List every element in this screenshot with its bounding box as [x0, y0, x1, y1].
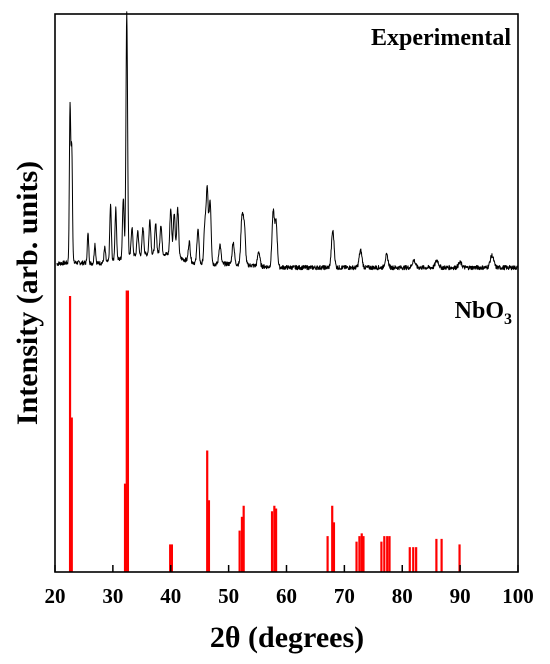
reference-label-subscript: 3	[504, 311, 512, 328]
experimental-label: Experimental	[371, 25, 511, 51]
x-tick-label: 90	[450, 584, 471, 608]
x-tick-label: 20	[45, 584, 66, 608]
reference-sticks	[68, 290, 461, 572]
x-tick-label: 50	[218, 584, 239, 608]
x-tick-label: 70	[334, 584, 355, 608]
x-tick-label: 80	[392, 584, 413, 608]
x-axis-ticks: 20 30 40 50 60 70 80 90 100	[45, 565, 534, 608]
x-tick-label: 40	[160, 584, 181, 608]
x-axis-title: 2θ (degrees)	[210, 621, 364, 654]
y-axis-title: Intensity (arb. units)	[11, 161, 44, 425]
x-tick-label: 100	[502, 584, 534, 608]
experimental-pattern	[56, 11, 519, 271]
reference-label: NbO3	[455, 298, 512, 328]
x-tick-label: 30	[102, 584, 123, 608]
reference-label-main: NbO	[455, 298, 504, 324]
experimental-line	[56, 11, 519, 271]
x-tick-label: 60	[276, 584, 297, 608]
